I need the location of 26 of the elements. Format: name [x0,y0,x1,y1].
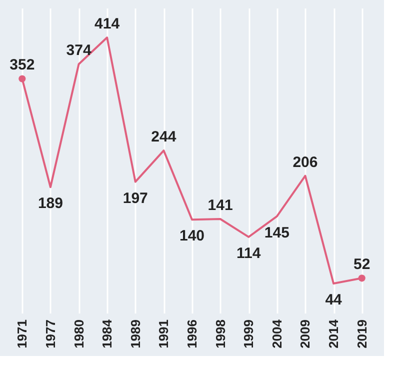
data-label: 44 [325,291,343,308]
data-label: 374 [66,42,92,60]
x-tick-label: 2009 [298,320,313,348]
x-tick-label: 2014 [326,318,342,348]
data-label: 206 [292,154,318,171]
data-label: 52 [354,256,370,274]
x-tick-label: 1977 [42,320,58,348]
data-label: 141 [208,197,233,214]
x-tick-label: 1998 [212,320,228,348]
data-label: 145 [264,224,290,242]
x-tick-label: 1989 [128,320,143,348]
x-tick-label: 1999 [241,320,256,348]
x-tick-label: 2019 [354,320,370,348]
data-label: 414 [94,16,120,33]
data-label: 244 [151,128,177,146]
data-label: 140 [179,228,205,245]
x-tick-label: 1991 [156,320,172,348]
data-label: 352 [10,56,35,74]
x-tick-label: 1980 [71,320,86,348]
x-tick-label: 2004 [269,318,284,348]
data-label: 114 [236,244,262,262]
x-tick-label: 1984 [100,318,115,348]
x-tick-label: 1971 [14,320,30,348]
data-label: 189 [38,195,63,212]
x-tick-label: 1996 [184,320,200,348]
data-label: 197 [122,190,148,207]
